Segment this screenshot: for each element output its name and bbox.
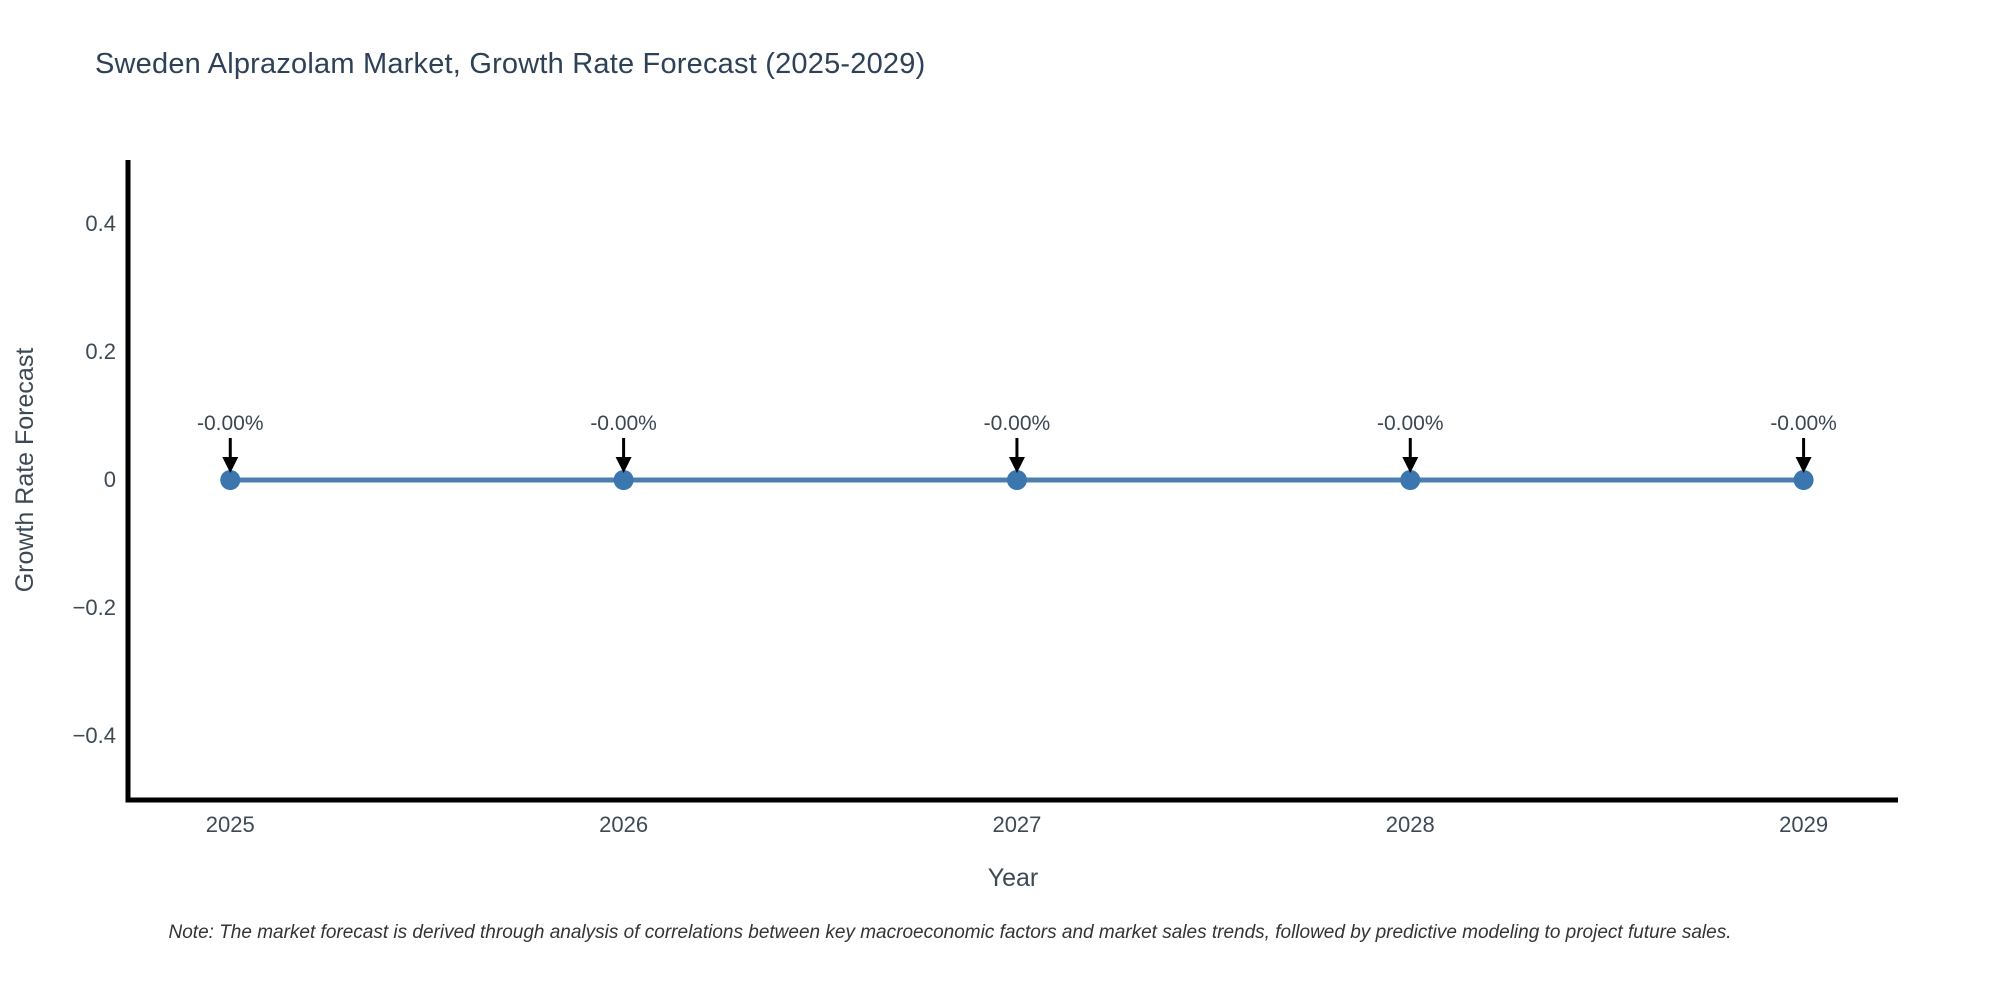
point-annotation: -0.00%	[590, 412, 657, 435]
data-point-marker	[220, 470, 241, 490]
point-annotation: -0.00%	[197, 412, 264, 435]
plot-layer: -0.00% -0.00% -0.00% -0.00% -0.00% 0.4 0.2 0 −0.…	[73, 160, 1898, 837]
x-tick-label: 2026	[599, 812, 648, 837]
data-point-marker	[613, 470, 634, 490]
data-point-marker	[1793, 470, 1814, 490]
data-point-marker	[1400, 470, 1421, 490]
annotation-arrow-head	[1008, 457, 1025, 473]
x-tick-label: 2028	[1386, 812, 1435, 837]
y-tick-label: −0.2	[73, 595, 116, 620]
annotation-arrow-head	[222, 457, 239, 473]
chart-title: Sweden Alprazolam Market, Growth Rate Fo…	[95, 48, 926, 80]
x-axis-title: Year	[988, 864, 1039, 892]
point-annotation: -0.00%	[984, 412, 1051, 435]
point-annotation: -0.00%	[1770, 412, 1837, 435]
x-tick-label: 2025	[206, 812, 255, 837]
annotation-arrow-head	[1795, 457, 1812, 473]
y-tick-label: 0	[104, 467, 116, 492]
annotation-arrow-head	[1402, 457, 1419, 473]
y-tick-label: −0.4	[73, 723, 116, 748]
chart-note: Note: The market forecast is derived thr…	[168, 922, 1732, 943]
x-tick-label: 2029	[1779, 812, 1828, 837]
point-annotation: -0.00%	[1377, 412, 1444, 435]
annotation-arrow-head	[615, 457, 632, 473]
data-point-marker	[1006, 470, 1027, 490]
x-tick-label: 2027	[992, 812, 1041, 837]
y-tick-label: 0.2	[85, 339, 116, 364]
y-axis-title: Growth Rate Forecast	[11, 348, 39, 593]
y-tick-label: 0.4	[85, 211, 116, 236]
